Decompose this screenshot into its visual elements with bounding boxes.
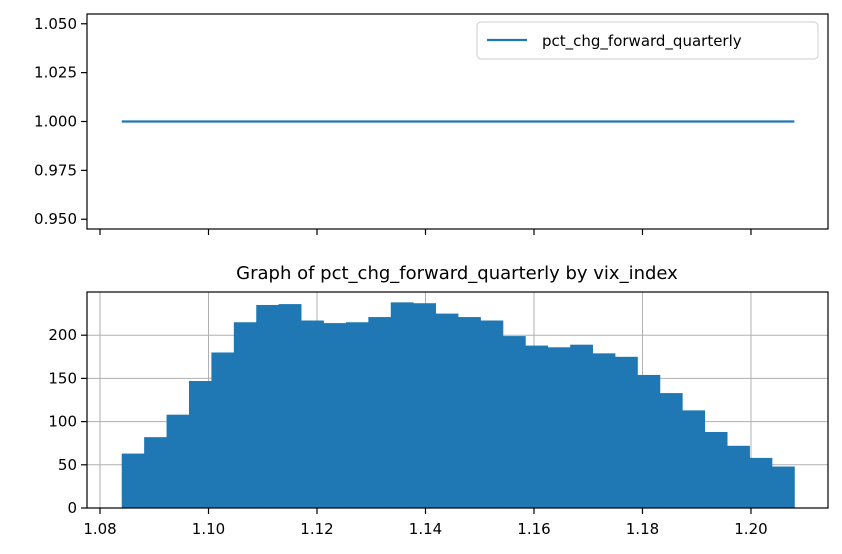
histogram-x-tick-label: 1.08 [83,520,116,538]
histogram-bar [458,317,481,508]
histogram-bar [704,431,728,508]
histogram-bar [301,320,324,508]
histogram-bar [682,410,706,508]
line-chart-y-tick-label: 1.050 [34,15,77,33]
histogram-y-tick-label: 100 [48,413,77,431]
histogram-bar [502,336,526,508]
histogram-bar [771,466,795,508]
histogram-x-tick-label: 1.16 [517,520,550,538]
legend-label: pct_chg_forward_quarterly [542,32,742,51]
histogram-bar [727,445,750,508]
line-chart-frame [86,13,829,230]
histogram-y-tick-label: 150 [48,369,77,387]
histogram-x-tick-label: 1.14 [409,520,442,538]
histogram-bar [121,453,145,508]
histogram-title: Graph of pct_chg_forward_quarterly by vi… [236,263,678,284]
histogram-panel: Graph of pct_chg_forward_quarterly by vi… [48,263,829,538]
histogram-bar [390,302,414,508]
histogram-bar [188,380,212,508]
histogram-bar [592,353,616,508]
histogram-y-tick-label: 200 [48,326,77,344]
histogram-bar [525,345,549,508]
histogram-bar [413,303,437,508]
histogram-bar [570,344,593,508]
histogram-bar [166,414,190,508]
histogram-bar [614,356,638,508]
histogram-bars [121,302,795,508]
legend-box [476,21,819,60]
legend: pct_chg_forward_quarterly [476,21,819,60]
line-chart-panel: 0.950 0.975 1.000 1.025 1.050 pct_chg_forwar… [34,13,829,235]
histogram-x-tick-label: 1.20 [734,520,767,538]
histogram-bar [659,393,683,508]
histogram-bar [256,304,280,508]
histogram-bar [480,320,504,508]
histogram-bar [278,304,302,508]
line-chart-y-tick-label: 0.975 [34,161,77,179]
histogram-x-tick-label: 1.18 [626,520,659,538]
histogram-frame [86,291,829,509]
histogram-x-tick-label: 1.10 [192,520,225,538]
line-chart-y-tick-label: 0.950 [34,210,77,228]
histogram-axes: 0 50 100 150 200 1.08 1.10 1.12 1.14 1.16 1.18 1.20 [48,326,767,538]
histogram-y-tick-label: 0 [67,499,77,517]
histogram-bar [233,322,257,508]
histogram-bar [368,317,392,508]
histogram-bar [345,322,369,508]
histogram-bar [211,352,235,508]
histogram-bar [547,347,571,508]
histogram-x-tick-label: 1.12 [300,520,333,538]
histogram-bar [323,323,347,508]
histogram-bar [144,437,167,508]
histogram-bar [637,374,661,508]
histogram-bar [435,313,459,508]
histogram-bar [749,457,773,508]
histogram-y-tick-label: 50 [58,456,77,474]
line-chart-y-tick-label: 1.000 [34,113,77,131]
line-chart-axes: 0.950 0.975 1.000 1.025 1.050 [34,15,752,235]
line-chart-y-tick-label: 1.025 [34,64,77,82]
